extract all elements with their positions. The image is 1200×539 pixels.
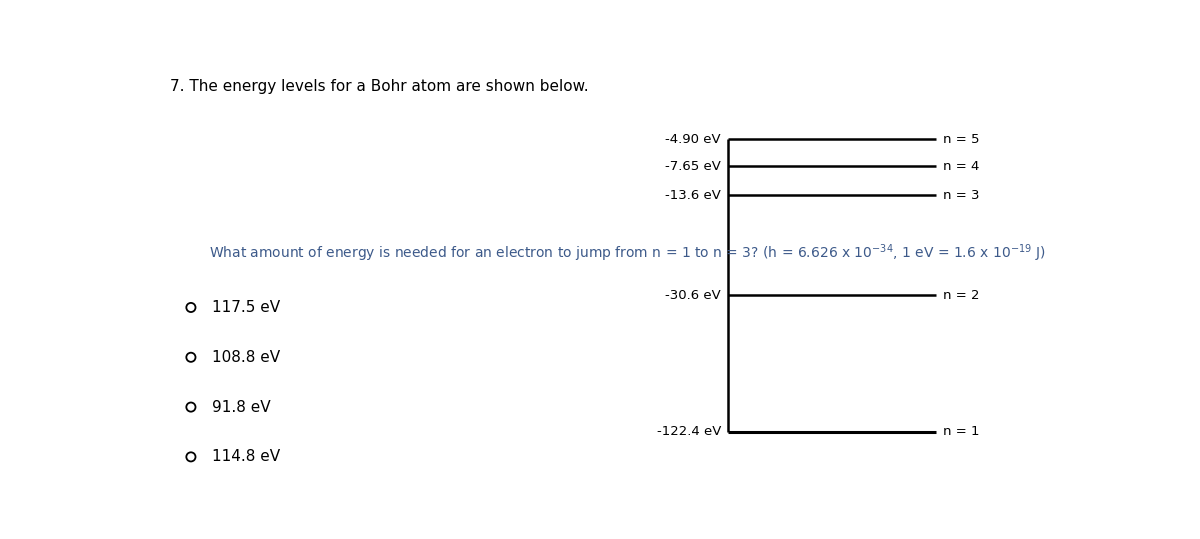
- Text: -4.90 eV: -4.90 eV: [665, 133, 721, 146]
- Text: -122.4 eV: -122.4 eV: [656, 425, 721, 439]
- Text: n = 4: n = 4: [943, 160, 979, 173]
- Text: -30.6 eV: -30.6 eV: [665, 288, 721, 301]
- Text: 7. The energy levels for a Bohr atom are shown below.: 7. The energy levels for a Bohr atom are…: [170, 79, 589, 94]
- Text: What amount of energy is needed for an electron to jump from n = 1 to n = 3? (h : What amount of energy is needed for an e…: [209, 243, 1045, 264]
- Text: -7.65 eV: -7.65 eV: [665, 160, 721, 173]
- Text: 108.8 eV: 108.8 eV: [212, 350, 281, 365]
- Text: n = 2: n = 2: [943, 288, 979, 301]
- Text: 117.5 eV: 117.5 eV: [212, 300, 281, 315]
- Text: -13.6 eV: -13.6 eV: [665, 189, 721, 202]
- Text: n = 3: n = 3: [943, 189, 979, 202]
- Text: n = 5: n = 5: [943, 133, 979, 146]
- Text: 114.8 eV: 114.8 eV: [212, 450, 281, 465]
- Text: 91.8 eV: 91.8 eV: [212, 399, 271, 414]
- Text: n = 1: n = 1: [943, 425, 979, 439]
